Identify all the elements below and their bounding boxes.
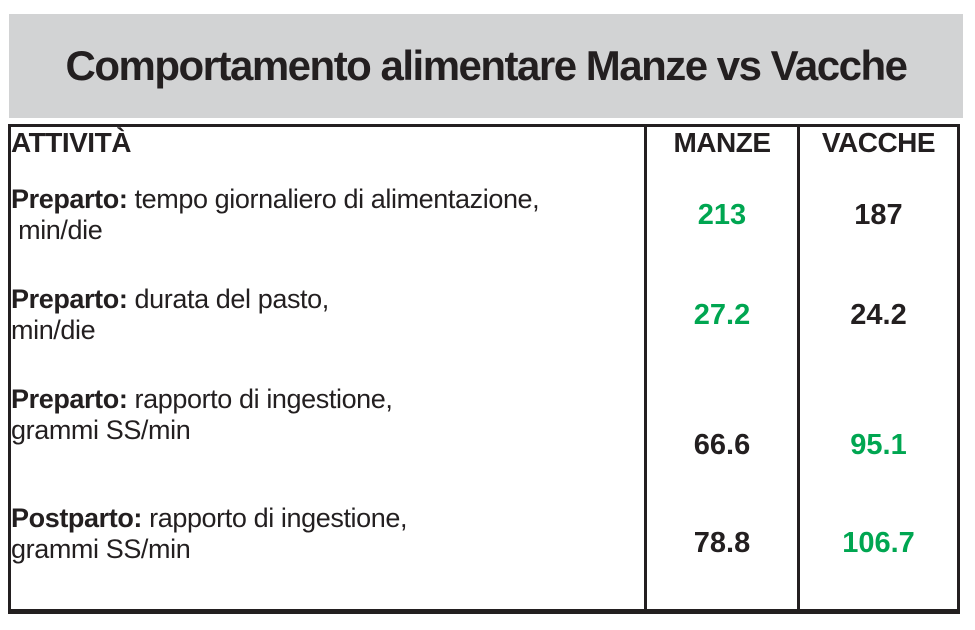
vacche-value: 106.7 (797, 493, 959, 612)
column-header-manze: MANZE (644, 125, 799, 184)
activity-unit: grammi SS/min (11, 533, 191, 564)
activity-description: rapporto di ingestione, (142, 502, 408, 533)
column-header-attivita: ATTIVITÀ (11, 127, 131, 158)
activity-line1: Preparto: rapporto di ingestione, (11, 384, 644, 415)
activity-unit: min/die (11, 214, 103, 245)
activity-cell: Preparto: rapporto di ingestione, grammi… (10, 384, 646, 494)
activity-cell: Preparto: tempo giornaliero di alimentaz… (10, 184, 646, 284)
activity-unit: grammi SS/min (11, 414, 191, 445)
table-row: Preparto: tempo giornaliero di alimentaz… (10, 183, 959, 284)
activity-cell: Preparto: durata del pasto, min/die (10, 284, 646, 384)
activity-line1: Preparto: tempo giornaliero di alimentaz… (11, 184, 644, 215)
comparison-table: ATTIVITÀ MANZE VACCHE Preparto: tempo gi… (8, 124, 960, 614)
manze-value: 27.2 (644, 283, 799, 384)
vacche-value: 24.2 (797, 283, 959, 384)
table-row: Postparto: rapporto di ingestione, gramm… (10, 493, 959, 612)
table-header-row: ATTIVITÀ MANZE VACCHE (10, 125, 959, 184)
title-banner: Comportamento alimentare Manze vs Vacche (9, 14, 963, 118)
activity-unit: min/die (11, 314, 96, 345)
activity-description: durata del pasto, (127, 283, 330, 314)
table-row: Preparto: durata del pasto, min/die 27.2… (10, 283, 959, 384)
activity-description: rapporto di ingestione, (127, 383, 393, 414)
activity-line1: Postparto: rapporto di ingestione, (11, 503, 644, 534)
activity-description: tempo giornaliero di alimentazione, (127, 183, 540, 214)
manze-value: 78.8 (644, 493, 799, 612)
activity-phase-label: Preparto: (11, 283, 128, 314)
activity-cell: Postparto: rapporto di ingestione, gramm… (10, 494, 646, 612)
activity-phase-label: Preparto: (11, 183, 128, 214)
activity-phase-label: Preparto: (11, 383, 128, 414)
vacche-value: 95.1 (797, 383, 959, 494)
column-header-vacche: VACCHE (797, 125, 959, 184)
page-title: Comportamento alimentare Manze vs Vacche (65, 42, 908, 89)
manze-value: 66.6 (644, 383, 799, 494)
activity-line1: Preparto: durata del pasto, (11, 284, 644, 315)
activity-phase-label: Postparto: (11, 502, 143, 533)
manze-value: 213 (644, 183, 799, 284)
table-row: Preparto: rapporto di ingestione, grammi… (10, 383, 959, 494)
vacche-value: 187 (797, 183, 959, 284)
